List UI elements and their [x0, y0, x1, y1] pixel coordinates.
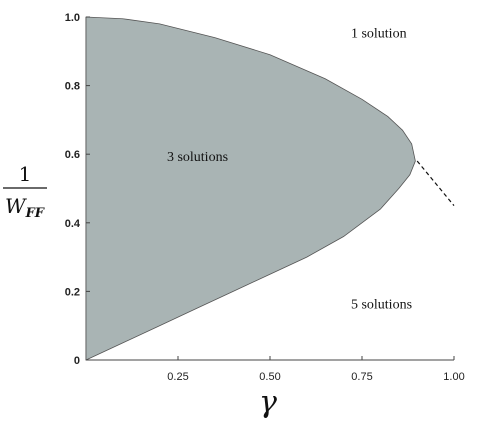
x-tick-label: 1.00 [443, 371, 464, 383]
dashed-boundary-line [416, 160, 455, 207]
region-annotation: 5 solutions [351, 298, 412, 313]
y-axis-label: 1 WFF [3, 162, 47, 221]
y-tick-label: 0.8 [65, 81, 80, 93]
x-axis-label: γ [259, 385, 277, 420]
y-tick-label: 0.6 [65, 149, 80, 161]
y-ticks: 0 0.2 0.4 0.6 0.8 1.0 [65, 12, 90, 367]
x-tick-label: 0.75 [351, 371, 372, 383]
y-axis-label-numerator: 1 [19, 162, 32, 186]
annotations: 1 solution 3 solutions 5 solutions [167, 27, 412, 313]
x-ticks: 0.25 0.50 0.75 1.00 [167, 356, 465, 383]
y-axis-label-denominator: WFF [5, 194, 45, 221]
y-axis-label-subscript: FF [25, 206, 45, 221]
y-tick-label: 0 [74, 355, 80, 367]
x-tick-label: 0.25 [167, 371, 188, 383]
three-solutions-region [85, 16, 416, 361]
y-tick-label: 0.2 [65, 286, 80, 298]
y-tick-label: 0.4 [65, 218, 81, 230]
y-axis-label-w: W [5, 194, 27, 218]
x-tick-label: 0.50 [259, 371, 280, 383]
region-annotation: 3 solutions [167, 150, 228, 165]
y-tick-label: 1.0 [65, 12, 80, 24]
region-annotation: 1 solution [351, 27, 407, 42]
